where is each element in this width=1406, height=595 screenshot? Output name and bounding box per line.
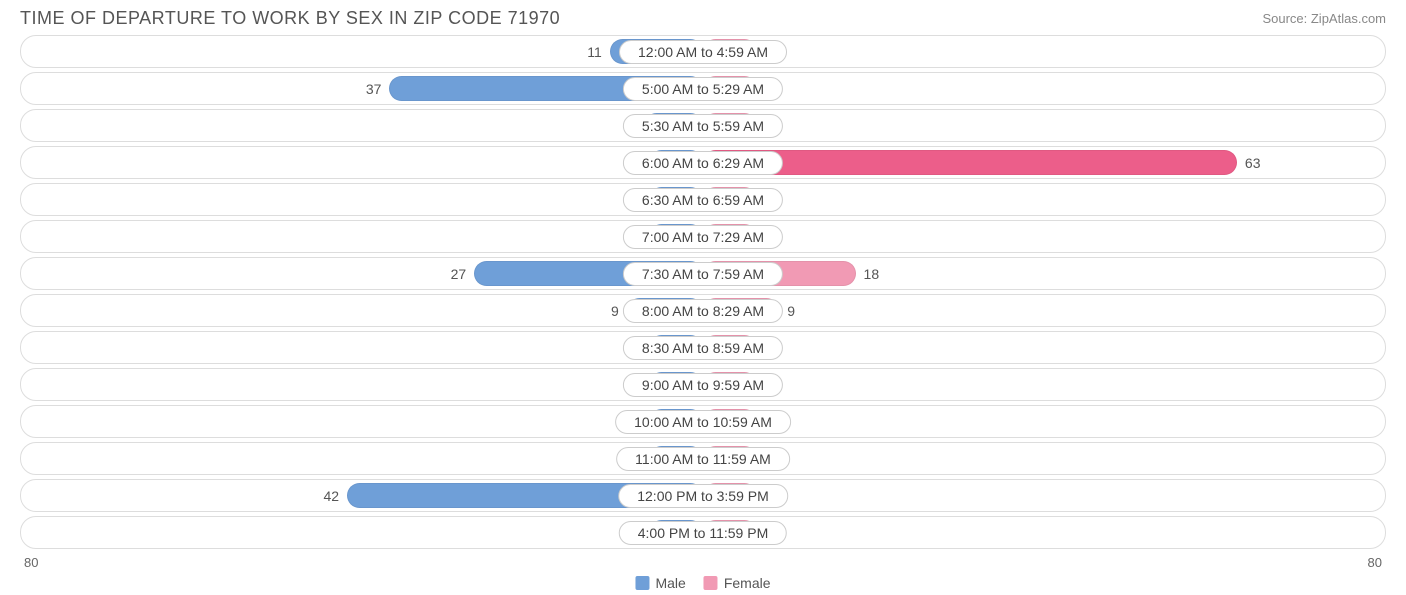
legend-label-female: Female <box>724 575 771 591</box>
row-category-label: 5:30 AM to 5:59 AM <box>623 114 783 138</box>
chart-row: 42012:00 PM to 3:59 PM <box>20 479 1386 512</box>
chart-row: 9 98:00 AM to 8:29 AM <box>20 294 1386 327</box>
legend-label-male: Male <box>655 575 685 591</box>
axis-left-max: 80 <box>24 555 38 570</box>
row-category-label: 12:00 AM to 4:59 AM <box>619 40 787 64</box>
row-category-label: 9:00 AM to 9:59 AM <box>623 373 783 397</box>
row-category-label: 11:00 AM to 11:59 AM <box>616 447 790 471</box>
legend-male: Male <box>635 575 685 591</box>
axis-right-max: 80 <box>1368 555 1382 570</box>
chart-row: 0011:00 AM to 11:59 AM <box>20 442 1386 475</box>
row-category-label: 10:00 AM to 10:59 AM <box>615 410 791 434</box>
chart-row: 3705:00 AM to 5:29 AM <box>20 72 1386 105</box>
chart-row: 705:30 AM to 5:59 AM <box>20 109 1386 142</box>
chart-row: 057:00 AM to 7:29 AM <box>20 220 1386 253</box>
male-value: 11 <box>587 44 602 60</box>
row-category-label: 6:30 AM to 6:59 AM <box>623 188 783 212</box>
chart-source: Source: ZipAtlas.com <box>1262 11 1386 26</box>
chart-header: TIME OF DEPARTURE TO WORK BY SEX IN ZIP … <box>0 0 1406 35</box>
row-category-label: 7:00 AM to 7:29 AM <box>623 225 783 249</box>
male-value: 42 <box>323 488 339 504</box>
chart-row: 004:00 PM to 11:59 PM <box>20 516 1386 549</box>
chart-row: 0010:00 AM to 10:59 AM <box>20 405 1386 438</box>
female-value: 18 <box>864 266 880 282</box>
row-category-label: 8:30 AM to 8:59 AM <box>623 336 783 360</box>
row-category-label: 6:00 AM to 6:29 AM <box>623 151 783 175</box>
chart-row: 009:00 AM to 9:59 AM <box>20 368 1386 401</box>
chart-axis: 80 80 <box>0 553 1406 570</box>
row-category-label: 7:30 AM to 7:59 AM <box>623 262 783 286</box>
legend-female: Female <box>704 575 771 591</box>
male-value: 9 <box>611 303 619 319</box>
chart-title: TIME OF DEPARTURE TO WORK BY SEX IN ZIP … <box>20 8 560 29</box>
chart-row: 6636:00 AM to 6:29 AM <box>20 146 1386 179</box>
row-category-label: 12:00 PM to 3:59 PM <box>618 484 788 508</box>
row-category-label: 5:00 AM to 5:29 AM <box>623 77 783 101</box>
chart-row: 006:30 AM to 6:59 AM <box>20 183 1386 216</box>
female-value: 63 <box>1245 155 1261 171</box>
row-category-label: 4:00 PM to 11:59 PM <box>619 521 787 545</box>
diverging-bar-chart: 11012:00 AM to 4:59 AM 3705:00 AM to 5:29… <box>0 35 1406 549</box>
legend-swatch-female <box>704 576 718 590</box>
chart-container: TIME OF DEPARTURE TO WORK BY SEX IN ZIP … <box>0 0 1406 595</box>
row-category-label: 8:00 AM to 8:29 AM <box>623 299 783 323</box>
chart-row: 27 18 7:30 AM to 7:59 AM <box>20 257 1386 290</box>
chart-legend: Male Female <box>635 575 770 591</box>
female-bar <box>703 150 1237 175</box>
female-value: 9 <box>787 303 795 319</box>
chart-row: 008:30 AM to 8:59 AM <box>20 331 1386 364</box>
male-value: 27 <box>451 266 467 282</box>
chart-row: 11012:00 AM to 4:59 AM <box>20 35 1386 68</box>
legend-swatch-male <box>635 576 649 590</box>
male-value: 37 <box>366 81 382 97</box>
